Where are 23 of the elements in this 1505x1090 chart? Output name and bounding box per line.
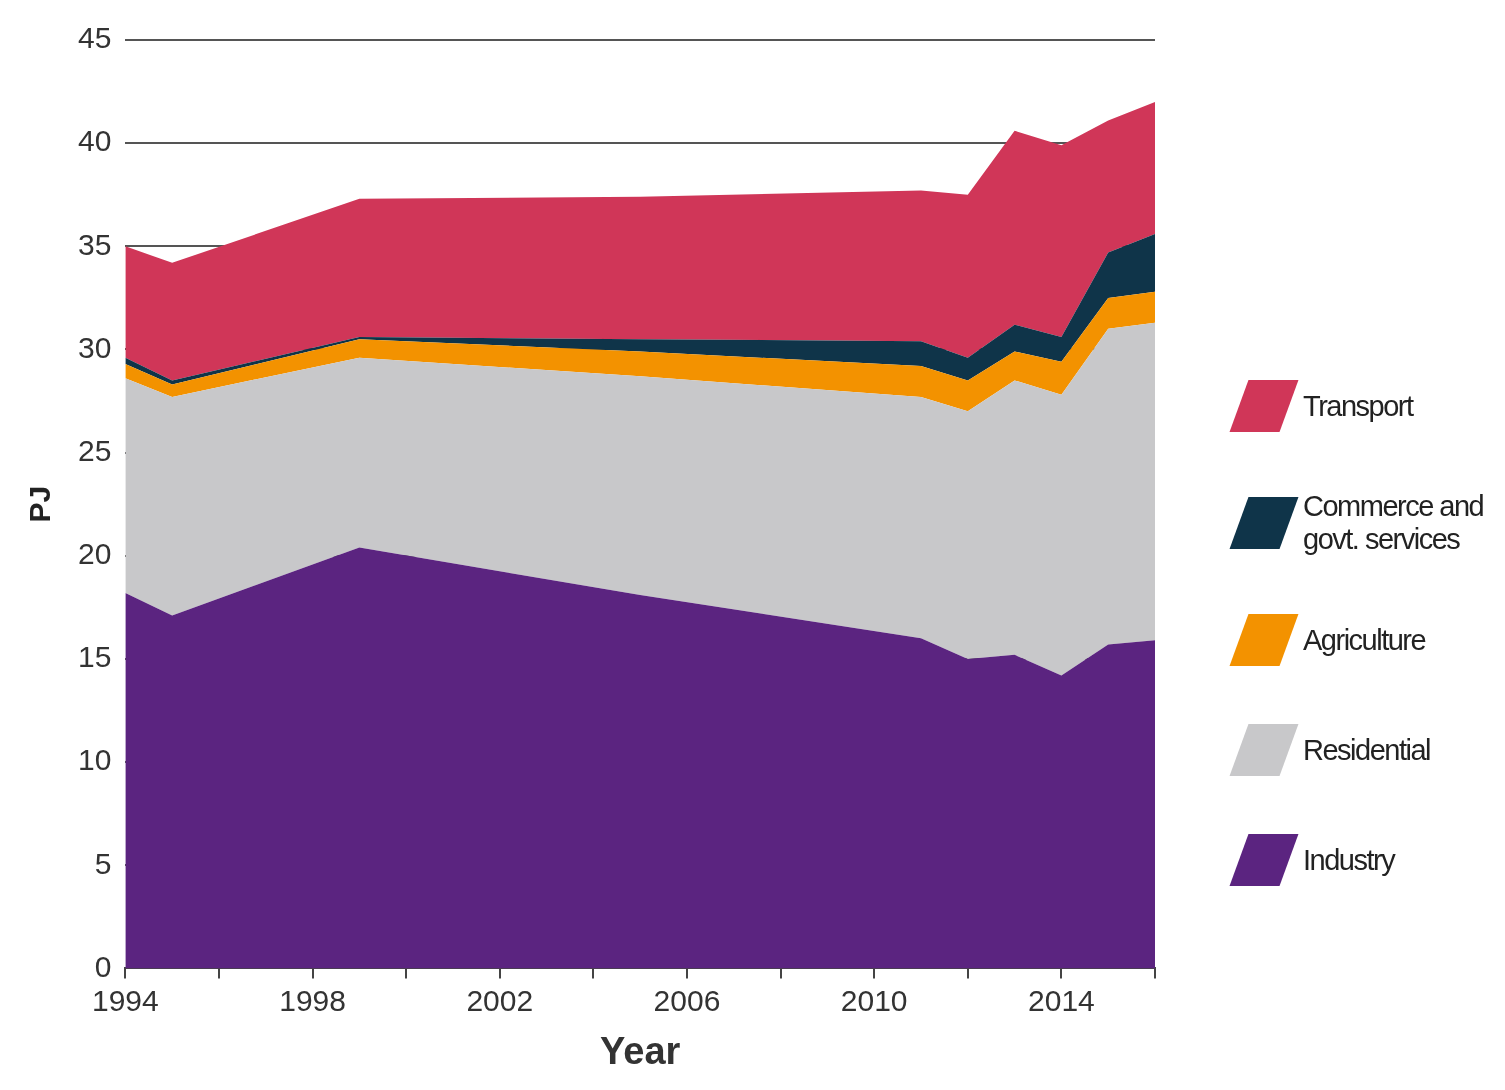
legend-label: Transport [1303, 389, 1413, 423]
y-tick-label: 20 [77, 537, 112, 571]
x-tick-label: 2006 [653, 983, 721, 1017]
legend-label: Industry [1303, 843, 1395, 877]
y-tick-label: 30 [77, 330, 112, 364]
y-tick-label: 25 [77, 433, 112, 467]
y-tick-label: 40 [77, 124, 112, 158]
y-tick-label: 0 [94, 949, 112, 983]
x-tick-label: 2002 [466, 983, 534, 1017]
x-tick-label: 1994 [91, 983, 159, 1017]
x-axis-title: Year [600, 1029, 681, 1072]
legend-label: Residential [1303, 733, 1430, 767]
y-tick-label: 35 [77, 227, 112, 261]
y-axis-title: PJ [23, 485, 57, 523]
x-tick-label: 2010 [840, 983, 908, 1017]
legend-label: Commerce and govt. services [1303, 490, 1485, 556]
y-tick-label: 5 [94, 846, 112, 880]
x-tick-label: 2014 [1028, 983, 1095, 1017]
y-tick-label: 45 [77, 21, 112, 55]
legend-label: Agriculture [1303, 623, 1426, 657]
y-tick-label: 10 [77, 743, 112, 777]
x-tick-label: 1998 [279, 983, 346, 1017]
y-tick-label: 15 [77, 640, 112, 674]
